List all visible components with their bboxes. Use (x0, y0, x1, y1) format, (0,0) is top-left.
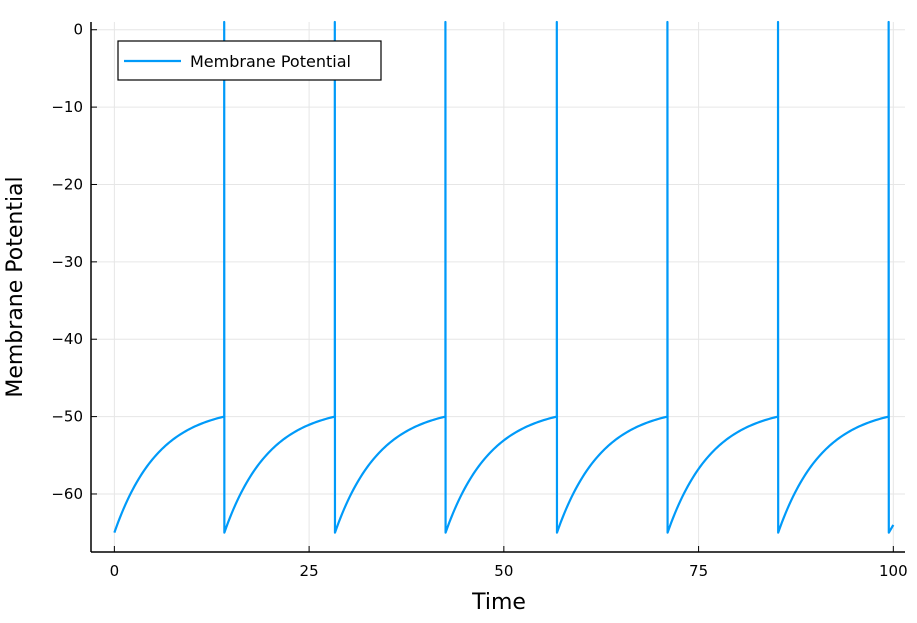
y-tick-label: 0 (73, 21, 83, 39)
y-tick-label: −50 (51, 408, 83, 426)
y-tick-label: −20 (51, 175, 83, 193)
y-tick-label: −40 (51, 330, 83, 348)
x-tick-label: 0 (110, 562, 120, 580)
y-tick-label: −10 (51, 98, 83, 116)
series-line-membrane-potential (113, 20, 895, 534)
x-tick-label: 75 (689, 562, 708, 580)
y-tick-label: −60 (51, 485, 83, 503)
y-axis-title: Membrane Potential (3, 176, 28, 397)
legend-label: Membrane Potential (190, 52, 351, 71)
grid (91, 22, 905, 552)
axes (90, 22, 905, 553)
series-layer (113, 20, 895, 534)
x-tick-label: 25 (300, 562, 319, 580)
x-tick-label: 50 (494, 562, 513, 580)
y-tick-label: −30 (51, 253, 83, 271)
x-axis-title: Time (471, 590, 526, 615)
x-tick-label: 100 (879, 562, 908, 580)
ticks: 0 25 50 75 100 0 −10 −20 −30 −40 −50 −60 (51, 21, 907, 580)
legend: Membrane Potential (117, 40, 382, 81)
